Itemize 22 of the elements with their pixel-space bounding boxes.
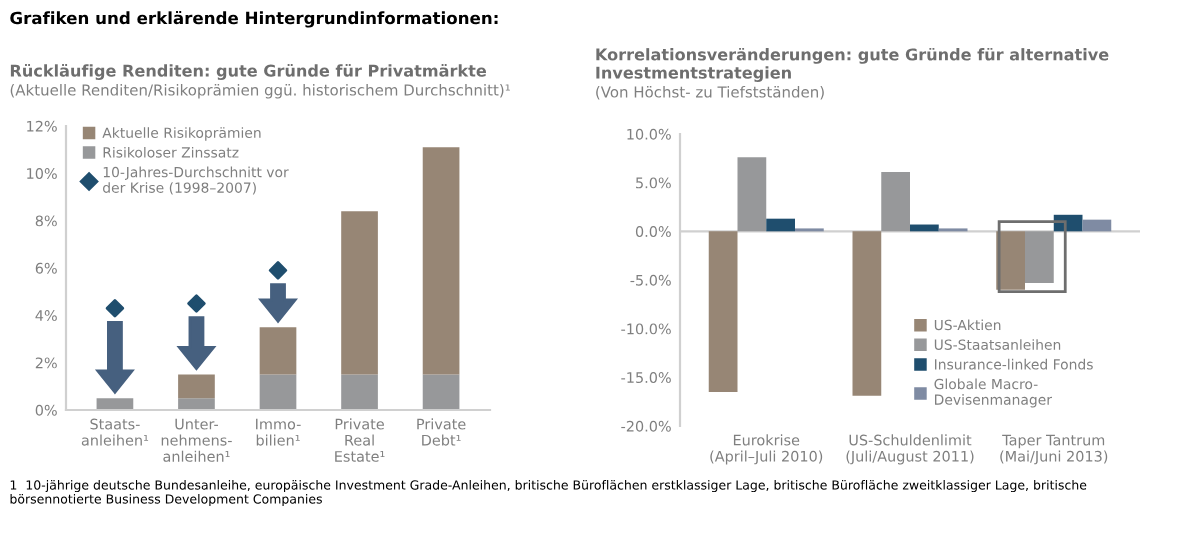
bar (341, 211, 378, 375)
bar (881, 171, 910, 232)
bar (96, 398, 134, 410)
bar (766, 218, 795, 232)
bar (178, 398, 215, 410)
bar (737, 157, 767, 232)
bar (341, 374, 378, 410)
point (268, 261, 288, 280)
bar (259, 327, 297, 375)
point (105, 298, 125, 318)
point (187, 294, 206, 313)
chart-title: Rückläufige Renditen: gute Gründe für Privatmärkte (10, 64, 487, 80)
bar (259, 374, 297, 410)
bar (422, 374, 460, 410)
bar (1025, 231, 1054, 283)
text: Grafiken und erklärende Hintergrundinformationen: (10, 11, 498, 28)
bar (178, 374, 215, 399)
bar (1082, 219, 1112, 232)
bar (422, 147, 460, 375)
chart-title: Korrelationsveränderungen: gute Gründe für alternative Investmentstrategien (596, 47, 1109, 82)
bar (852, 231, 882, 396)
bar (708, 231, 738, 392)
